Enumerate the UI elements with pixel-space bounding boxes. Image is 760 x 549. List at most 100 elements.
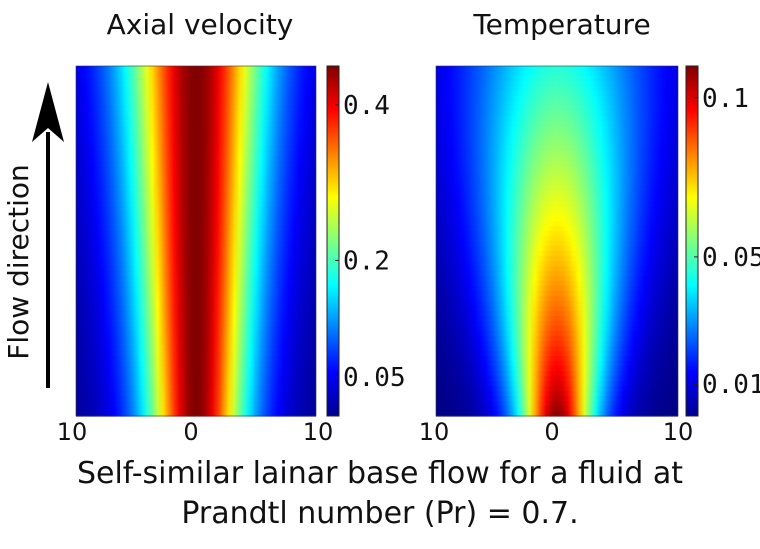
temperature-heatmap-row (436, 236, 678, 242)
temperature-heatmap-row (436, 96, 678, 102)
velocity-heatmap-row (76, 116, 316, 122)
temperature-heatmap-row (436, 71, 678, 77)
velocity-heatmap-row (76, 71, 316, 77)
temperature-heatmap-row (436, 201, 678, 207)
temperature-colorbar (685, 65, 699, 417)
velocity-heatmap-row (76, 341, 316, 347)
velocity-heatmap-row (76, 236, 316, 242)
temperature-heatmap-row (436, 126, 678, 132)
temperature-heatmap-row (436, 86, 678, 92)
temperature-heatmap-row (436, 226, 678, 232)
velocity-x-tick-left: 10 (57, 418, 88, 446)
velocity-heatmap-row (76, 121, 316, 127)
velocity-heatmap-row (76, 276, 316, 282)
arrow-up-icon (32, 82, 64, 142)
velocity-heatmap-row (76, 66, 316, 72)
temperature-colorbar-tick-label: 0.05 (702, 243, 760, 273)
temperature-heatmap-row (436, 166, 678, 172)
temperature-heatmap-row (436, 286, 678, 292)
velocity-heatmap-row (76, 201, 316, 207)
velocity-heatmap-row (76, 271, 316, 277)
temperature-heatmap-row (436, 211, 678, 217)
velocity-heatmap-row (76, 191, 316, 197)
velocity-heatmap (75, 65, 317, 417)
velocity-heatmap-row (76, 406, 316, 412)
temperature-heatmap-row (436, 146, 678, 152)
temperature-colorbar-tick-label: 0.1 (702, 84, 749, 114)
temperature-heatmap-row (436, 106, 678, 112)
temperature-heatmap-row (436, 306, 678, 312)
temperature-heatmap-row (436, 316, 678, 322)
velocity-heatmap-row (76, 286, 316, 292)
caption-line-2: Prandtl number (Pr) = 0.7. (181, 496, 579, 531)
temperature-heatmap-row (436, 386, 678, 392)
velocity-heatmap-row (76, 96, 316, 102)
velocity-heatmap-row (76, 186, 316, 192)
temperature-heatmap-row (436, 381, 678, 387)
velocity-heatmap-row (76, 231, 316, 237)
velocity-heatmap-row (76, 156, 316, 162)
temperature-heatmap-row (436, 246, 678, 252)
temperature-heatmap-row (436, 291, 678, 297)
temperature-heatmap-row (436, 81, 678, 87)
velocity-heatmap-row (76, 176, 316, 182)
velocity-x-tick-right: 10 (303, 418, 334, 446)
temperature-heatmap-row (436, 361, 678, 367)
velocity-heatmap-row (76, 351, 316, 357)
velocity-heatmap-row (76, 106, 316, 112)
temperature-heatmap-row (436, 261, 678, 267)
temperature-heatmap-row (436, 296, 678, 302)
temperature-heatmap-row (436, 231, 678, 237)
velocity-x-tick-center: 0 (183, 418, 198, 446)
temperature-heatmap-row (436, 121, 678, 127)
velocity-heatmap-row (76, 301, 316, 307)
velocity-heatmap-row (76, 171, 316, 177)
temperature-heatmap (435, 65, 679, 417)
velocity-heatmap-row (76, 281, 316, 287)
velocity-heatmap-row (76, 166, 316, 172)
velocity-colorbar-ticks: 0.4 0.2 0.05 (335, 91, 406, 393)
temperature-heatmap-row (436, 356, 678, 362)
velocity-heatmap-row (76, 386, 316, 392)
temperature-x-tick-center: 0 (544, 418, 559, 446)
temperature-heatmap-row (436, 196, 678, 202)
temperature-heatmap-row (436, 301, 678, 307)
temperature-heatmap-row (436, 266, 678, 272)
temperature-heatmap-row (436, 141, 678, 147)
velocity-heatmap-row (76, 391, 316, 397)
temperature-heatmap-row (436, 256, 678, 262)
velocity-heatmap-row (76, 91, 316, 97)
velocity-heatmap-row (76, 86, 316, 92)
velocity-heatmap-row (76, 326, 316, 332)
temperature-heatmap-row (436, 156, 678, 162)
velocity-heatmap-row (76, 76, 316, 82)
velocity-heatmap-row (76, 251, 316, 257)
velocity-heatmap-row (76, 381, 316, 387)
velocity-heatmap-row (76, 331, 316, 337)
temperature-heatmap-row (436, 66, 678, 72)
temperature-heatmap-row (436, 161, 678, 167)
temperature-heatmap-row (436, 131, 678, 137)
temperature-heatmap-row (436, 241, 678, 247)
velocity-heatmap-row (76, 136, 316, 142)
temperature-heatmap-row (436, 176, 678, 182)
temperature-heatmap-row (436, 391, 678, 397)
velocity-heatmap-row (76, 321, 316, 327)
temperature-heatmap-row (436, 136, 678, 142)
velocity-heatmap-row (76, 376, 316, 382)
velocity-heatmap-row (76, 196, 316, 202)
temperature-heatmap-row (436, 76, 678, 82)
temperature-heatmap-row (436, 321, 678, 327)
temperature-heatmap-row (436, 91, 678, 97)
temperature-x-tick-left: 10 (419, 418, 450, 446)
temperature-heatmap-row (436, 351, 678, 357)
temperature-heatmap-row (436, 281, 678, 287)
velocity-heatmap-row (76, 356, 316, 362)
temperature-title: Temperature (472, 8, 650, 41)
temperature-heatmap-row (436, 216, 678, 222)
velocity-heatmap-row (76, 101, 316, 107)
temperature-heatmap-row (436, 116, 678, 122)
velocity-heatmap-row (76, 296, 316, 302)
velocity-heatmap-row (76, 411, 316, 417)
temperature-heatmap-row (436, 171, 678, 177)
